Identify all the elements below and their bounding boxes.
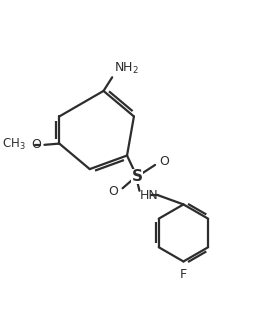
Text: NH$_2$: NH$_2$ (114, 61, 139, 76)
Text: CH$_3$: CH$_3$ (2, 137, 26, 152)
Text: O: O (31, 138, 41, 151)
Text: F: F (180, 268, 187, 281)
Text: O: O (109, 185, 118, 198)
Text: O: O (159, 155, 169, 168)
Text: HN: HN (139, 189, 158, 202)
Text: S: S (131, 169, 143, 184)
